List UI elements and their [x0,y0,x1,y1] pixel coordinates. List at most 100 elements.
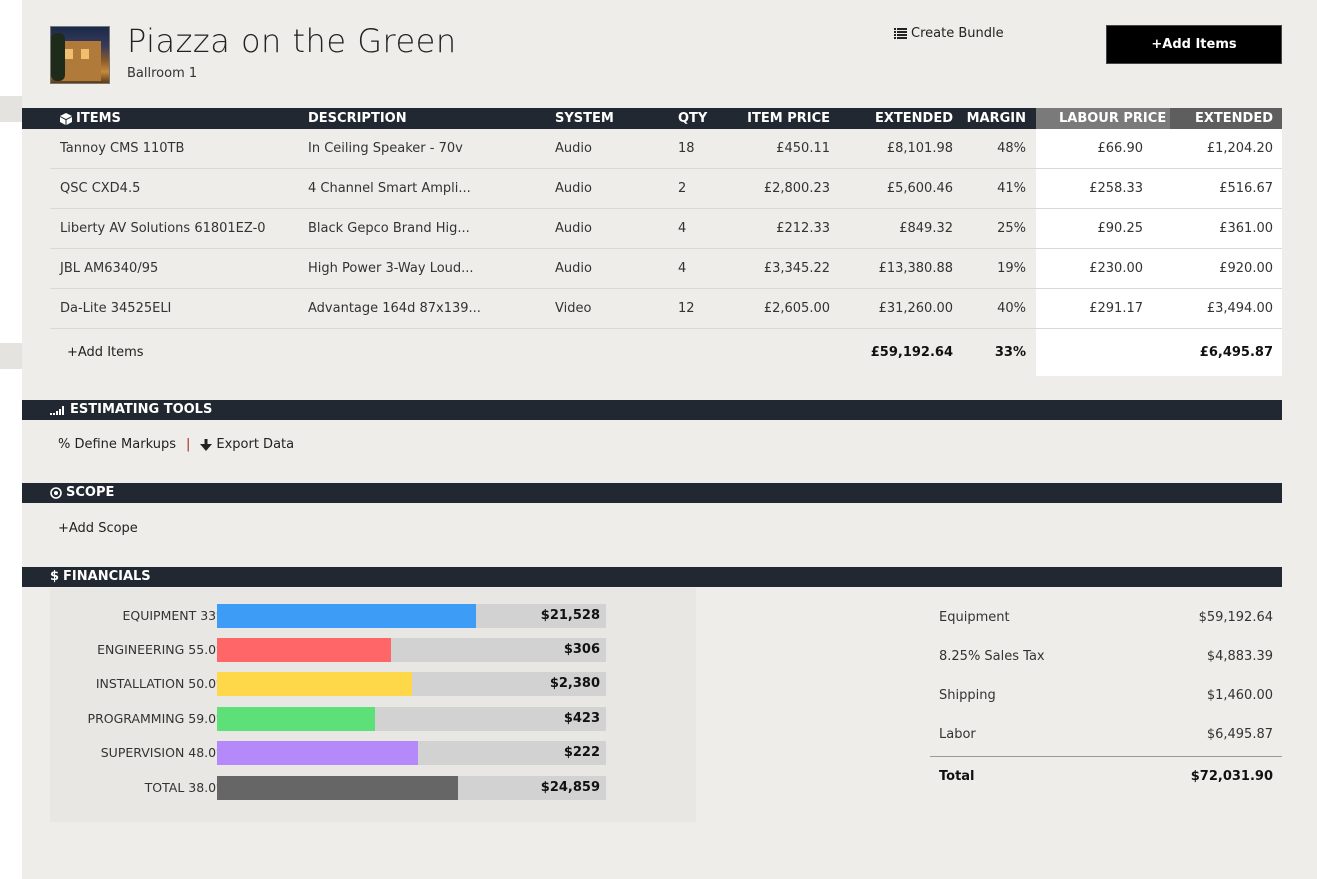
item-system: Audio [555,261,592,276]
financials-title: FINANCIALS [63,569,151,584]
item-extended: £8,101.98 [886,141,953,156]
summary-total-value: $72,031.90 [1190,769,1273,784]
summary-row: Shipping $1,460.00 [930,676,1282,715]
list-icon [894,28,907,39]
item-labour-extended: £361.00 [1219,221,1273,236]
col-items-label: ITEMS [76,111,121,126]
total-extended: £59,192.64 [870,345,953,360]
financials-header[interactable]: $ FINANCIALS [22,567,1282,587]
col-item-price[interactable]: ITEM PRICE [747,111,830,126]
item-price: £2,800.23 [763,181,830,196]
bar-row-equipment: EQUIPMENT 33% $21,528 [50,604,696,628]
bar-fill [217,707,376,731]
bar-value: $222 [563,745,600,760]
item-margin: 25% [997,221,1026,236]
item-qty: 12 [678,301,695,316]
bar-track: $2,380 [217,672,606,696]
item-qty: 2 [678,181,687,196]
bar-row-programming: PROGRAMMING 59.0% $423 [50,707,696,731]
financial-bars-panel: EQUIPMENT 33% $21,528 ENGINEERING 55.0% … [50,588,696,822]
estimating-tools-title: ESTIMATING TOOLS [70,402,213,417]
summary-total-row: Total $72,031.90 [930,756,1282,795]
item-system: Video [555,301,592,316]
table-row[interactable]: Liberty AV Solutions 61801EZ-0 Black Gep… [50,209,1282,249]
item-description: 4 Channel Smart Ampli... [308,181,471,196]
item-description: High Power 3-Way Loud... [308,261,474,276]
item-labour-price: £90.25 [1097,221,1144,236]
cube-icon [60,112,72,125]
item-margin: 40% [997,301,1026,316]
left-edge-tab [0,343,22,369]
items-table-header: ITEMS DESCRIPTION SYSTEM QTY ITEM PRICE … [22,108,1282,129]
bar-fill [217,672,412,696]
col-extended[interactable]: EXTENDED [875,111,953,126]
add-items-row-link[interactable]: +Add Items [67,345,144,360]
col-description[interactable]: DESCRIPTION [308,111,407,126]
bar-value: $306 [563,642,600,657]
define-markups-link[interactable]: % Define Markups [58,437,176,452]
bar-track: $423 [217,707,606,731]
dollar-icon: $ [50,569,60,584]
bar-fill [217,741,418,765]
summary-label: 8.25% Sales Tax [939,649,1045,664]
item-qty: 18 [678,141,695,156]
summary-row: Equipment $59,192.64 [930,598,1282,637]
table-row[interactable]: Tannoy CMS 110TB In Ceiling Speaker - 70… [50,129,1282,169]
left-edge-tab [0,96,22,122]
export-data-link[interactable]: Export Data [200,437,294,452]
item-labour-extended: £920.00 [1219,261,1273,276]
page-title: Piazza on the Green [127,22,457,60]
item-description: Advantage 164d 87x139... [308,301,481,316]
col-items[interactable]: ITEMS [60,108,121,129]
table-row[interactable]: JBL AM6340/95 High Power 3-Way Loud... A… [50,249,1282,289]
tools-separator: | [185,437,191,452]
item-qty: 4 [678,261,687,276]
table-row[interactable]: QSC CXD4.5 4 Channel Smart Ampli... Audi… [50,169,1282,209]
col-margin[interactable]: MARGIN [966,111,1026,126]
bar-label: SUPERVISION 48.0% [100,745,228,760]
add-items-button[interactable]: +Add Items [1106,25,1282,64]
col-labour-extended[interactable]: EXTENDED [1195,111,1273,126]
labour-panel [1036,129,1282,376]
bar-value: $24,859 [540,780,600,795]
table-row[interactable]: Da-Lite 34525ELI Advantage 164d 87x139..… [50,289,1282,329]
bar-track: $306 [217,638,606,662]
item-extended: £31,260.00 [878,301,953,316]
item-description: Black Gepco Brand Hig... [308,221,470,236]
scope-header[interactable]: SCOPE [22,483,1282,503]
item-margin: 48% [997,141,1026,156]
item-labour-extended: £1,204.20 [1206,141,1273,156]
estimate-page: Piazza on the Green Ballroom 1 Create Bu… [22,0,1317,879]
bar-row-total: TOTAL 38.0% $24,859 [50,776,696,800]
create-bundle-label: Create Bundle [911,26,1004,41]
item-labour-price: £258.33 [1089,181,1143,196]
bar-row-installation: INSTALLATION 50.0% $2,380 [50,672,696,696]
item-labour-extended: £516.67 [1219,181,1273,196]
create-bundle-link[interactable]: Create Bundle [894,26,1004,41]
bar-track: $24,859 [217,776,606,800]
target-icon [50,487,62,499]
item-labour-price: £66.90 [1097,141,1144,156]
item-system: Audio [555,181,592,196]
summary-total-label: Total [939,769,975,784]
col-labour-price[interactable]: LABOUR PRICE [1059,111,1167,126]
summary-value: $1,460.00 [1206,688,1273,703]
item-description: In Ceiling Speaker - 70v [308,141,463,156]
col-qty[interactable]: QTY [678,111,708,126]
add-scope-link[interactable]: +Add Scope [58,521,138,536]
scope-title: SCOPE [66,485,115,500]
bar-fill [217,604,477,628]
bar-fill [217,638,391,662]
col-system[interactable]: SYSTEM [555,111,614,126]
summary-row: Labor $6,495.87 [930,715,1282,754]
item-labour-price: £230.00 [1089,261,1143,276]
item-extended: £849.32 [899,221,953,236]
item-labour-extended: £3,494.00 [1206,301,1273,316]
summary-label: Equipment [939,610,1010,625]
item-system: Audio [555,221,592,236]
bar-row-supervision: SUPERVISION 48.0% $222 [50,741,696,765]
estimating-tools-header[interactable]: ESTIMATING TOOLS [22,400,1282,420]
summary-value: $6,495.87 [1206,727,1273,742]
arrow-down-icon [200,438,213,451]
bar-value: $2,380 [549,676,600,691]
